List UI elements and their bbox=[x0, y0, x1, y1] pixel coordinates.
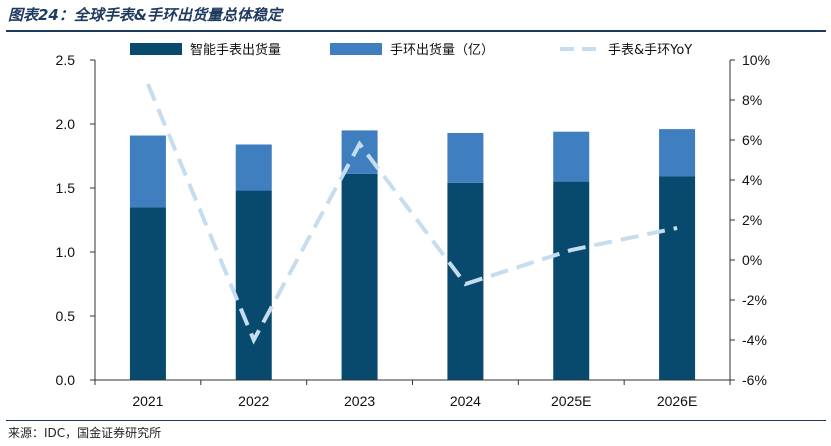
x-tick-label: 2025E bbox=[551, 393, 591, 409]
chart-title: 图表24：全球手表&手环出货量总体稳定 bbox=[8, 6, 282, 24]
bar-band-2021 bbox=[129, 135, 166, 208]
right-tick-label: -4% bbox=[742, 332, 767, 348]
right-tick-label: 6% bbox=[742, 132, 762, 148]
right-tick-label: 2% bbox=[742, 212, 762, 228]
left-tick-label: 2.5 bbox=[56, 52, 76, 68]
legend: 智能手表出货量 手环出货量（亿） 手表&手环YoY bbox=[130, 42, 692, 58]
legend-swatch-0 bbox=[130, 43, 182, 55]
yoy-line-series bbox=[146, 83, 678, 345]
legend-label-0: 智能手表出货量 bbox=[190, 42, 281, 58]
x-tick-label: 2024 bbox=[450, 393, 481, 409]
legend-label-2: 手表&手环YoY bbox=[608, 43, 692, 58]
bar-band-2022 bbox=[235, 144, 272, 191]
legend-swatch-1 bbox=[330, 43, 382, 55]
right-tick-label: 4% bbox=[742, 172, 762, 188]
x-axis: 2021 2022 2023 2024 2025E 2026E bbox=[94, 379, 731, 409]
left-tick-label: 0.5 bbox=[56, 308, 76, 324]
bar-series bbox=[129, 129, 696, 380]
bar-smartwatch-2021 bbox=[129, 207, 166, 380]
right-tick-label: -6% bbox=[742, 372, 767, 388]
right-tick-label: -2% bbox=[742, 292, 767, 308]
bar-band-2024 bbox=[447, 132, 484, 183]
source-note: 来源：IDC，国金证券研究所 bbox=[8, 426, 162, 440]
x-tick-label: 2021 bbox=[132, 393, 163, 409]
left-tick-label: 1.5 bbox=[56, 180, 76, 196]
right-tick-label: 10% bbox=[742, 52, 770, 68]
bar-smartwatch-2022 bbox=[235, 190, 272, 380]
bar-smartwatch-2023 bbox=[341, 173, 378, 380]
bar-band-2026E bbox=[659, 129, 696, 177]
right-tick-label: 8% bbox=[742, 92, 762, 108]
yoy-line bbox=[146, 83, 678, 345]
bar-band-2025E bbox=[553, 131, 590, 182]
bar-smartwatch-2026E bbox=[659, 176, 696, 380]
left-tick-label: 2.0 bbox=[56, 116, 76, 132]
left-tick-label: 1.0 bbox=[56, 244, 76, 260]
right-axis: -6% -4% -2% 0% 2% 4% 6% 8% 10% bbox=[729, 52, 770, 388]
footer-divider bbox=[6, 420, 826, 421]
bar-smartwatch-2025E bbox=[553, 181, 590, 380]
left-axis: 0.0 0.5 1.0 1.5 2.0 2.5 bbox=[56, 52, 96, 388]
x-tick-label: 2022 bbox=[238, 393, 269, 409]
x-tick-label: 2026E bbox=[657, 393, 697, 409]
x-tick-label: 2023 bbox=[344, 393, 375, 409]
right-tick-label: 0% bbox=[742, 252, 762, 268]
legend-label-1: 手环出货量（亿） bbox=[390, 42, 494, 58]
title-divider bbox=[6, 30, 826, 32]
left-tick-label: 0.0 bbox=[56, 372, 76, 388]
